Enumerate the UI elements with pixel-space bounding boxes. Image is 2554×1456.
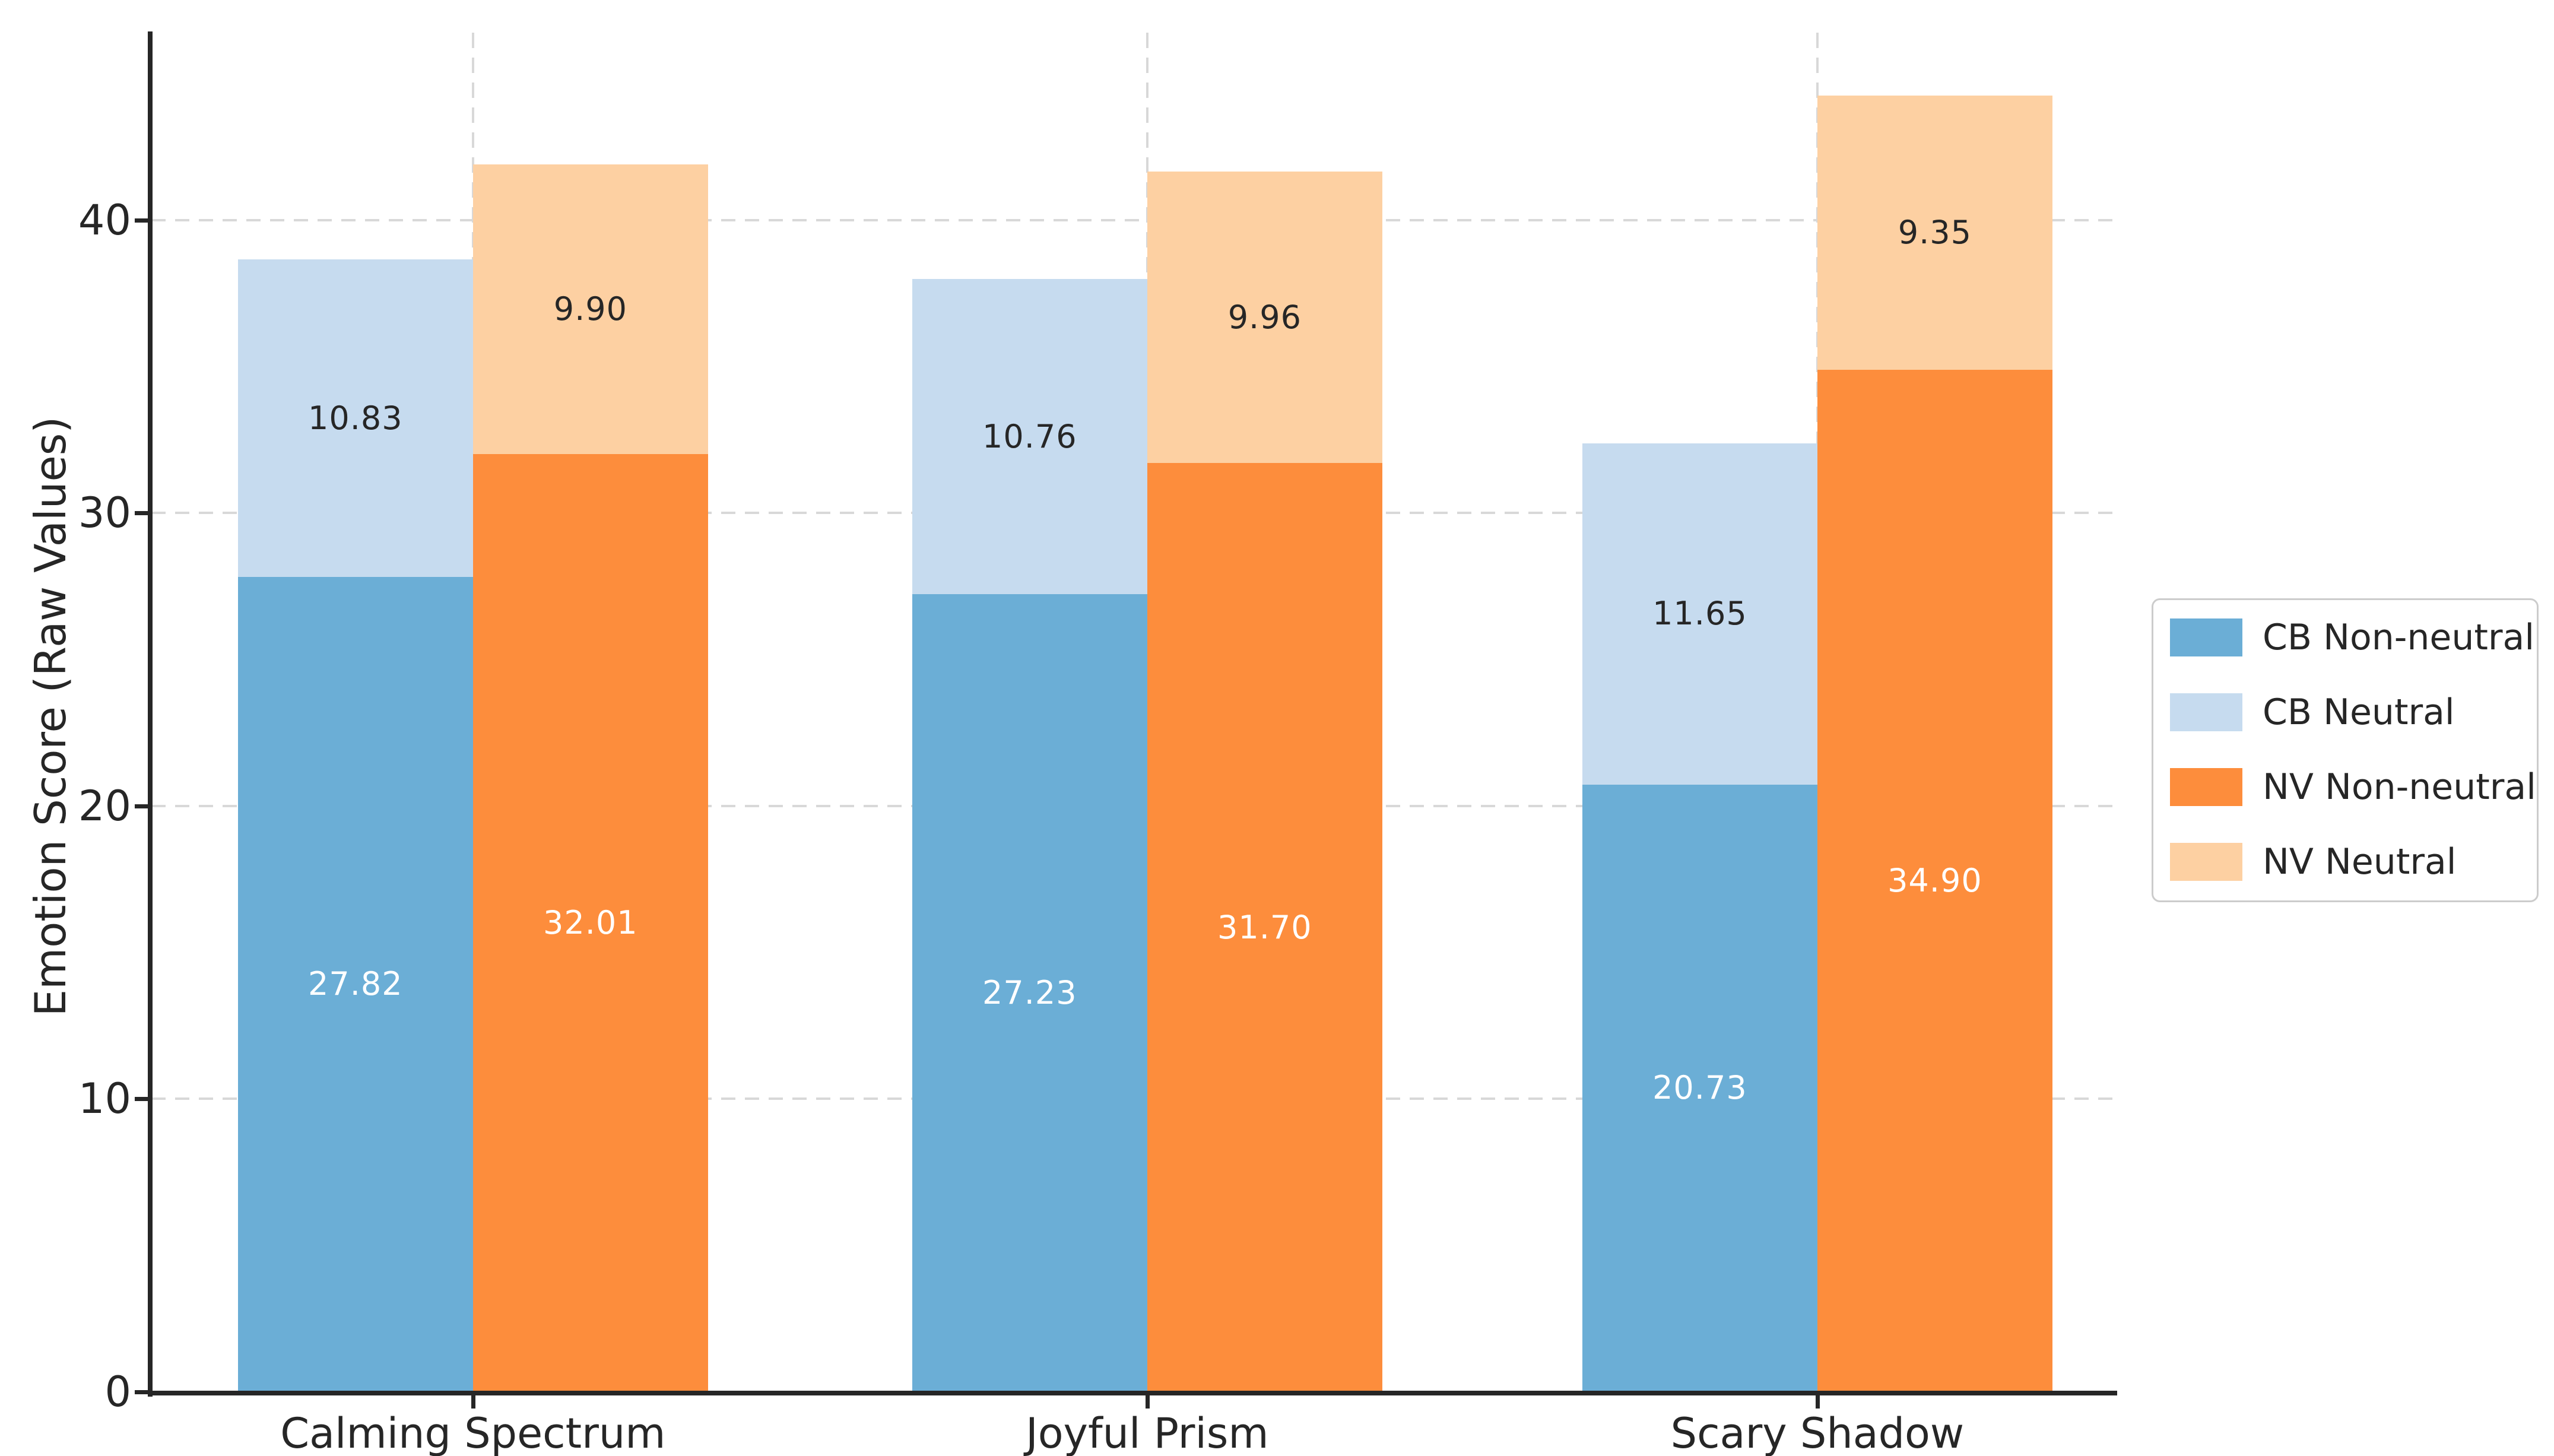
bar-segment-nv [472,454,708,1392]
bar-value-label: 27.23 [982,974,1077,1012]
legend-label: CB Neutral [2263,691,2455,733]
bar-value-label: 10.83 [308,399,403,437]
x-tick-mark [471,1394,475,1409]
bars: 27.82 10.83 32.01 9.90 27.23 10.76 31.70 9.96 20… [151,33,2116,1392]
legend-label: CB Non-neutral [2263,617,2534,658]
bar-value-label: 32.01 [543,904,638,942]
y-tick-label: 20 [78,781,131,830]
gridline-horizontal [151,218,2116,221]
legend-swatch [2170,693,2242,731]
y-tick-mark [135,1390,150,1394]
y-tick-label: 40 [78,195,131,245]
legend-item: CB Neutral [2153,675,2537,750]
bar-segment-cb [237,259,473,577]
legend-label: NV Neutral [2263,841,2457,883]
bar-value-label: 31.70 [1217,908,1312,946]
x-tick-mark [1145,1394,1150,1409]
bar-segment-nv [1817,96,2052,370]
bar-segment-cb [1582,784,1817,1392]
legend: CB Non-neutral CB Neutral NV Non-neutral NV… [2152,598,2539,902]
legend-item: CB Non-neutral [2153,600,2537,675]
bar-value-label: 9.35 [1898,213,1972,251]
bar-segment-cb [912,279,1147,595]
legend-swatch [2170,768,2242,806]
y-tick-mark [135,218,150,223]
bar-segment-nv [1147,463,1382,1392]
x-tick-mark [1815,1394,1820,1409]
y-axis-spine [148,31,153,1397]
bar-value-label: 34.90 [1887,861,1982,899]
bar-segment-cb [1582,443,1817,785]
legend-item: NV Neutral [2153,824,2537,899]
bar-value-label: 9.90 [553,290,627,328]
bar-segment-nv [1817,369,2052,1392]
bar-value-label: 27.82 [308,965,403,1003]
bar-value-label: 10.76 [982,417,1077,455]
legend-item: NV Non-neutral [2153,750,2537,824]
legend-swatch [2170,843,2242,881]
y-tick-label: 10 [78,1074,131,1124]
bar-segment-nv [472,164,708,455]
bar-value-label: 20.73 [1652,1069,1747,1107]
bar-segment-nv [1147,171,1382,464]
y-tick-mark [135,511,150,516]
bar-value-label: 11.65 [1652,595,1747,633]
legend-swatch [2170,618,2242,656]
bar-value-label: 9.96 [1227,298,1302,336]
x-axis-spine [148,1391,2117,1395]
bar-segment-cb [912,594,1147,1392]
y-axis-label: Emotion Score (Raw Values) [26,416,75,1017]
x-tick-label: Calming Spectrum [280,1409,666,1456]
x-tick-label: Scary Shadow [1670,1409,1965,1456]
x-tick-label: Joyful Prism [1026,1409,1269,1456]
plot-area: 27.82 10.83 32.01 9.90 27.23 10.76 31.70 9.96 20… [148,31,2117,1397]
y-tick-mark [135,1097,150,1102]
legend-label: NV Non-neutral [2263,766,2536,808]
y-tick-mark [135,804,150,808]
y-tick-label: 0 [104,1368,131,1416]
y-tick-label: 30 [78,488,131,538]
bar-segment-cb [237,576,473,1392]
